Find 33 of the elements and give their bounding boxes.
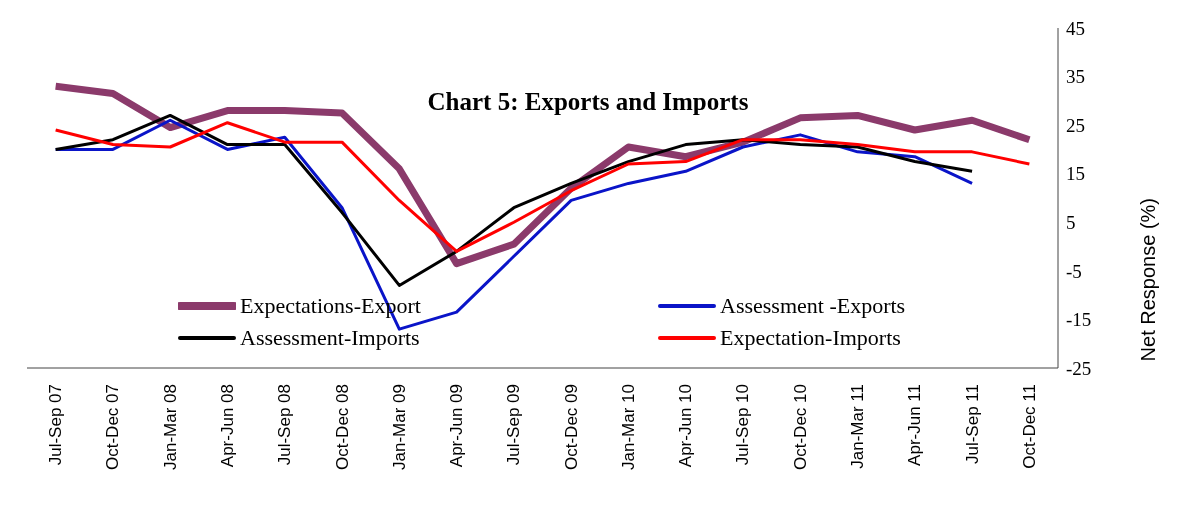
y-tick-label: -5 [1066,260,1082,282]
x-tick-label: Oct-Dec 08 [332,384,352,470]
y-tick-label: 45 [1066,17,1085,39]
x-tick-label: Jan-Mar 10 [618,384,638,470]
text: Chart 5: Exports and Imports [426,88,750,116]
x-tick-label: Apr-Jun 10 [676,384,696,468]
line-series [54,121,1031,253]
x-tick-label: Jul-Sep 11 [962,384,982,465]
y-tick-label: -15 [1066,309,1092,331]
x-tick-label: Jul-Sep 09 [504,384,524,466]
y-tick-label: 15 [1066,163,1085,185]
x-tick-label: Oct-Dec 10 [790,384,810,470]
x-tick-label: Jul-Sep 07 [46,384,66,466]
legend-label: Assessment-Imports [240,325,420,351]
x-tick-label: Jan-Mar 08 [160,384,180,470]
y-tick-label: 25 [1066,114,1085,136]
x-tick-label: Oct-Dec 11 [1019,384,1039,469]
line-series [54,113,974,287]
x-tick-label: Jul-Sep 10 [733,384,753,466]
x-tick-label: Jan-Mar 11 [848,384,868,469]
x-tick-label: Jul-Sep 08 [275,384,295,466]
x-tick-label: Oct-Dec 07 [103,384,123,470]
x-tick-label: Apr-Jun 11 [905,384,925,466]
y-tick-label: -25 [1066,357,1092,379]
x-tick-label: Apr-Jun 09 [447,384,467,468]
legend-label: Assessment -Exports [720,293,906,319]
x-tick-label: Apr-Jun 08 [217,384,237,468]
y-tick-label: 5 [1066,212,1076,234]
x-tick-label: Oct-Dec 09 [561,384,581,470]
legend-label: Expectation-Imports [720,325,901,351]
y-axis-title: Net Response (%) [1137,198,1160,362]
x-tick-label: Jan-Mar 09 [389,384,409,470]
y-tick-label: 35 [1066,66,1085,88]
